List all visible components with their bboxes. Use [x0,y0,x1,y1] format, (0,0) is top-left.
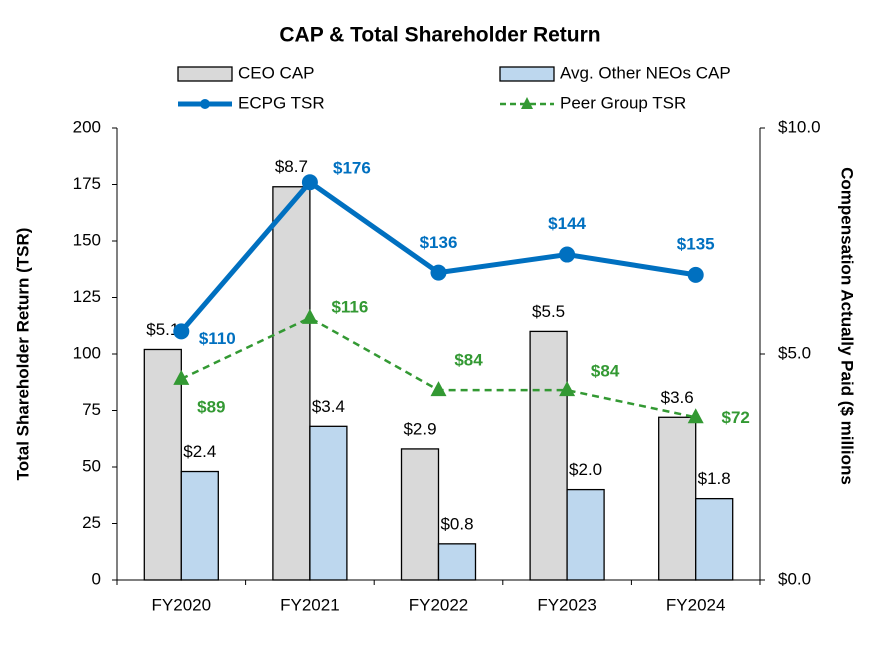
legend-marker [521,97,533,109]
marker [430,264,447,281]
line-value-label: $84 [591,362,620,381]
y-tick-label: 175 [73,174,101,193]
bar-value-label: $2.9 [403,419,436,438]
legend-label: CEO CAP [238,63,315,82]
line-value-label: $110 [199,329,236,348]
marker [430,381,447,397]
bar-value-label: $5.1 [146,320,179,339]
bar-value-label: $0.8 [440,514,473,533]
y2-tick-label: $0.0 [778,569,811,588]
bar [180,470,219,581]
y-tick-label: 50 [82,456,101,475]
bar [309,425,348,581]
bar-value-label: $1.8 [698,469,731,488]
legend-label: Avg. Other NEOs CAP [560,63,731,82]
line [179,178,697,334]
y-tick-label: 125 [73,287,101,306]
legend-label: Peer Group TSR [560,93,686,112]
bar-value-label: $5.5 [532,302,565,321]
bar [529,330,568,581]
y-tick-label: 75 [82,400,101,419]
legend-label: ECPG TSR [238,93,325,112]
y-tick-label: 100 [73,343,101,362]
bar [272,186,311,581]
line-value-label: $176 [333,159,371,178]
x-tick-label: FY2024 [666,595,726,614]
bar [658,416,697,581]
y2-tick-label: $5.0 [778,343,811,362]
legend-swatch [499,66,555,82]
marker [687,408,704,424]
marker [173,323,190,340]
y2-axis-label: Compensation Actually Paid ($ millions [838,167,857,485]
bar-value-label: $3.6 [661,388,694,407]
line-value-label: $135 [677,234,715,253]
bar-value-label: $2.0 [569,460,602,479]
y-tick-label: 25 [82,513,101,532]
y2-tick-label: $10.0 [778,117,821,136]
bar-value-label: $2.4 [183,442,216,461]
line-value-label: $136 [420,233,458,252]
line-value-label: $116 [331,297,368,316]
bar [143,348,182,581]
line-value-label: $144 [548,214,586,233]
line-value-label: $72 [722,408,750,427]
marker [559,246,576,263]
y-axis-label: Total Shareholder Return (TSR) [13,228,32,481]
y-tick-label: 0 [92,569,101,588]
x-tick-label: FY2021 [280,595,340,614]
bar-value-label: $8.7 [275,157,308,176]
bar [437,543,477,581]
marker [173,369,190,385]
y-tick-label: 200 [73,117,101,136]
bar [695,497,734,581]
marker [559,381,576,397]
chart-title: CAP & Total Shareholder Return [279,24,600,47]
legend-marker [200,99,210,109]
bar [400,448,440,581]
bar [566,488,605,581]
bar-value-label: $3.4 [312,397,345,416]
line-value-label: $84 [454,351,483,370]
y-tick-label: 150 [73,230,101,249]
x-tick-label: FY2020 [152,595,212,614]
x-tick-label: FY2023 [537,595,597,614]
marker [301,174,318,191]
line-value-label: $89 [197,397,225,416]
legend-swatch [177,66,233,82]
marker [687,266,704,283]
marker [301,308,318,324]
x-tick-label: FY2022 [409,595,469,614]
